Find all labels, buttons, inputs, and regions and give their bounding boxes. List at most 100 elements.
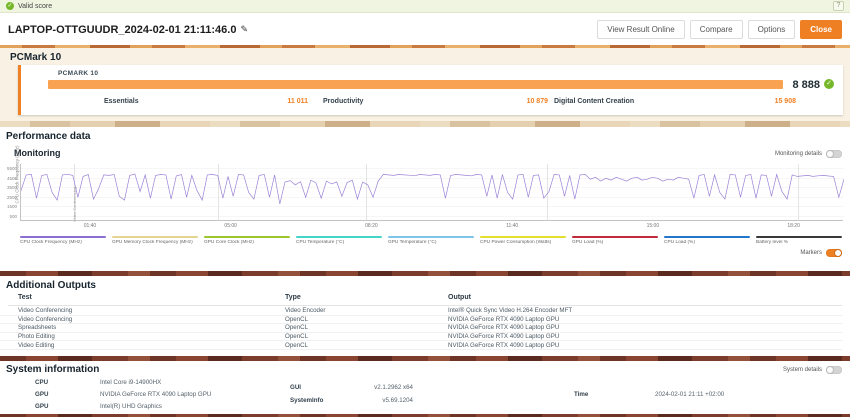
score-section: PCMark 10 PCMARK 10 8 888 ✓ Essentials 1… bbox=[0, 48, 850, 121]
cell-test: Video Conferencing bbox=[18, 315, 73, 323]
cell-type: OpenCL bbox=[285, 324, 309, 332]
score-valid-check-icon: ✓ bbox=[824, 79, 834, 89]
legend-swatch bbox=[112, 236, 198, 238]
y-tick-label: 4500 bbox=[6, 175, 17, 181]
x-tick-label: 01:40 bbox=[83, 223, 97, 229]
subscore-label-productivity: Productivity bbox=[323, 98, 364, 105]
markers-toggle-row: Markers bbox=[800, 249, 842, 257]
cell-type: OpenCL bbox=[285, 341, 309, 349]
legend-item[interactable]: CPU Clock Frequency (MHz) bbox=[20, 236, 106, 245]
x-tick-label: 15:00 bbox=[646, 223, 660, 229]
x-tick-label: 05:00 bbox=[224, 223, 237, 229]
cell-output: NVIDIA GeForce RTX 4090 Laptop GPU bbox=[448, 341, 560, 349]
legend-item[interactable]: CPU Power Consumption (Watts) bbox=[480, 236, 566, 245]
subscore-value-essentials: 11 011 bbox=[287, 98, 308, 105]
x-tick-label: 11:40 bbox=[506, 223, 519, 229]
close-button[interactable]: Close bbox=[800, 20, 842, 39]
legend-label: CPU Temperature (°C) bbox=[296, 240, 345, 245]
header-actions: View Result Online Compare Options Close bbox=[597, 20, 842, 39]
column-header-test: Test bbox=[18, 294, 32, 301]
overall-score: 8 888 bbox=[792, 79, 820, 91]
section-divider bbox=[0, 45, 850, 48]
legend-item[interactable]: GPU Memory Clock Frequency (MHz) bbox=[112, 236, 198, 245]
legend-swatch bbox=[756, 236, 842, 238]
sysinfo-systeminfo-value: v5.69.1204 bbox=[382, 397, 413, 404]
y-tick-label: 2500 bbox=[6, 194, 17, 200]
cell-type: OpenCL bbox=[285, 315, 309, 323]
chart-legend: CPU Clock Frequency (MHz) GPU Memory Cloc… bbox=[20, 236, 842, 245]
legend-label: CPU Clock Frequency (MHz) bbox=[20, 240, 82, 245]
y-tick-label: 500 bbox=[9, 213, 17, 219]
valid-score-label: Valid score bbox=[18, 2, 53, 10]
monitoring-plot: Video Conferencing bbox=[20, 164, 845, 222]
cell-output: NVIDIA GeForce RTX 4090 Laptop GPU bbox=[448, 324, 560, 332]
legend-swatch bbox=[204, 236, 290, 238]
legend-item[interactable]: GPU Temperature (°C) bbox=[388, 236, 474, 245]
sysinfo-time-value: 2024-02-01 21:11 +02:00 bbox=[655, 391, 725, 398]
legend-item[interactable]: GPU Core Clock (MHz) bbox=[204, 236, 290, 245]
legend-label: GPU Core Clock (MHz) bbox=[204, 240, 254, 245]
help-button[interactable]: ? bbox=[833, 1, 844, 11]
sysinfo-gui-value: v2.1.2962 x64 bbox=[374, 384, 413, 391]
performance-section-title: Performance data bbox=[6, 131, 91, 142]
section-divider bbox=[0, 271, 850, 276]
view-result-online-button[interactable]: View Result Online bbox=[597, 20, 685, 39]
legend-item[interactable]: CPU Load (%) bbox=[664, 236, 750, 245]
cell-type: Video Encoder bbox=[285, 307, 326, 315]
markers-toggle[interactable] bbox=[826, 249, 842, 257]
legend-label: CPU Load (%) bbox=[664, 240, 695, 245]
table-row: Photo Editing OpenCL NVIDIA GeForce RTX 40… bbox=[0, 333, 842, 342]
score-card: PCMARK 10 8 888 ✓ Essentials 11 011 Prod… bbox=[18, 65, 843, 115]
table-row: Video Editing OpenCL NVIDIA GeForce RTX 40… bbox=[0, 341, 842, 350]
legend-label: GPU Load (%) bbox=[572, 240, 604, 245]
edit-title-icon[interactable]: ✎ bbox=[240, 24, 248, 34]
sysinfo-gui-label: GUI bbox=[290, 384, 302, 391]
markers-label: Markers bbox=[800, 250, 822, 256]
y-tick-label: 5500 bbox=[6, 166, 17, 172]
column-header-type: Type bbox=[285, 294, 301, 301]
section-divider bbox=[0, 121, 850, 127]
sysinfo-time-label: Time bbox=[574, 391, 589, 398]
compare-button[interactable]: Compare bbox=[689, 20, 743, 39]
monitoring-details-label: Monitoring details bbox=[774, 151, 822, 157]
benchmark-section-title: PCMark 10 bbox=[10, 52, 62, 63]
score-bar bbox=[48, 80, 783, 89]
monitoring-chart-svg bbox=[20, 164, 845, 221]
cell-test: Video Editing bbox=[18, 341, 55, 349]
legend-item[interactable]: CPU Temperature (°C) bbox=[296, 236, 382, 245]
cell-test: Spreadsheets bbox=[18, 324, 57, 332]
y-tick-label: 1500 bbox=[6, 204, 17, 210]
system-details-toggle[interactable] bbox=[826, 366, 842, 374]
legend-item[interactable]: GPU Load (%) bbox=[572, 236, 658, 245]
legend-swatch bbox=[480, 236, 566, 238]
monitoring-details-toggle[interactable] bbox=[826, 150, 842, 158]
legend-swatch bbox=[572, 236, 658, 238]
additional-outputs-section: Additional Outputs Test Type Output Vide… bbox=[0, 276, 850, 356]
legend-swatch bbox=[664, 236, 750, 238]
options-button[interactable]: Options bbox=[747, 20, 796, 39]
legend-swatch bbox=[388, 236, 474, 238]
legend-label: Battery level % bbox=[756, 240, 788, 245]
legend-item[interactable]: Battery level % bbox=[756, 236, 842, 245]
y-tick-label: 3500 bbox=[6, 185, 17, 191]
legend-swatch bbox=[296, 236, 382, 238]
result-title: LAPTOP-OTTGUUDR_2024-02-01 21:11:46.0 bbox=[8, 23, 237, 36]
monitoring-title: Monitoring bbox=[14, 148, 61, 158]
table-divider bbox=[8, 305, 842, 306]
benchmark-name-label: PCMARK 10 bbox=[58, 70, 99, 77]
sysinfo-cpu-value: Intel Core i9-14900HX bbox=[100, 379, 162, 386]
legend-label: CPU Power Consumption (Watts) bbox=[480, 240, 552, 245]
cell-test: Video Conferencing bbox=[18, 307, 73, 315]
x-tick-label: 18:20 bbox=[787, 223, 800, 229]
sysinfo-gpu2-label: GPU bbox=[35, 403, 49, 410]
subscore-label-essentials: Essentials bbox=[104, 98, 139, 105]
legend-label: GPU Temperature (°C) bbox=[388, 240, 437, 245]
sysinfo-gpu1-label: GPU bbox=[35, 391, 49, 398]
system-details-label: System details bbox=[782, 367, 822, 373]
cell-output: NVIDIA GeForce RTX 4090 Laptop GPU bbox=[448, 333, 560, 341]
sysinfo-systeminfo-label: SystemInfo bbox=[290, 397, 324, 404]
table-row: Video Conferencing Video Encoder Intel® Qu… bbox=[0, 307, 842, 316]
performance-section: Performance data Monitoring Monitoring d… bbox=[0, 127, 850, 271]
subscore-value-productivity: 10 879 bbox=[526, 98, 548, 105]
